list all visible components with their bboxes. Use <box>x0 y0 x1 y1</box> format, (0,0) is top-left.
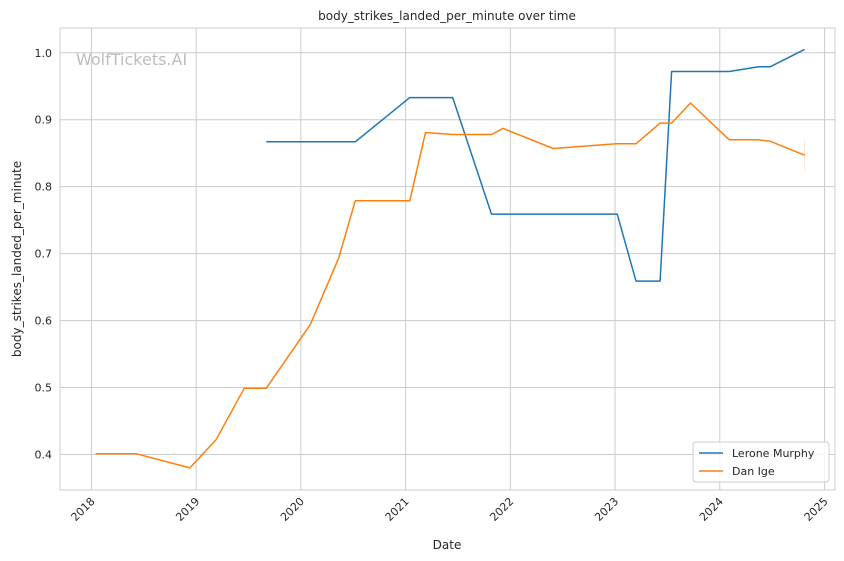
y-tick-label: 0.7 <box>35 248 53 261</box>
series-line-lerone-murphy <box>266 48 805 282</box>
x-tick-label: 2022 <box>487 495 516 524</box>
legend-box <box>692 441 830 483</box>
y-tick-label: 0.5 <box>35 382 53 395</box>
y-axis-label: body_strikes_landed_per_minute <box>10 161 24 357</box>
chart-title: body_strikes_landed_per_minute over time <box>318 9 576 23</box>
y-tick-label: 0.9 <box>35 114 53 127</box>
x-tick-label: 2019 <box>173 495 202 524</box>
y-tick-label: 0.6 <box>35 315 53 328</box>
legend-label-dan-ige: Dan Ige <box>732 465 775 478</box>
series-lines <box>95 48 806 469</box>
watermark: WolfTickets.AI <box>76 50 187 69</box>
x-tick-label: 2025 <box>802 495 831 524</box>
grid <box>60 28 835 490</box>
legend-label-lerone-murphy: Lerone Murphy <box>732 447 815 460</box>
y-tick-label: 0.8 <box>35 181 53 194</box>
series-line-dan-ige <box>95 102 805 469</box>
legend: Lerone Murphy Dan Ige <box>692 441 830 483</box>
y-tick-label: 0.4 <box>35 449 53 462</box>
x-tick-label: 2021 <box>383 495 412 524</box>
x-axis-label: Date <box>433 538 462 552</box>
x-tick-label: 2020 <box>278 495 307 524</box>
x-tick-label: 2023 <box>592 495 621 524</box>
y-tick-label: 1.0 <box>35 47 53 60</box>
x-tick-label: 2024 <box>697 495 726 524</box>
plot-frame <box>59 27 836 491</box>
x-tick-label: 2018 <box>69 495 98 524</box>
